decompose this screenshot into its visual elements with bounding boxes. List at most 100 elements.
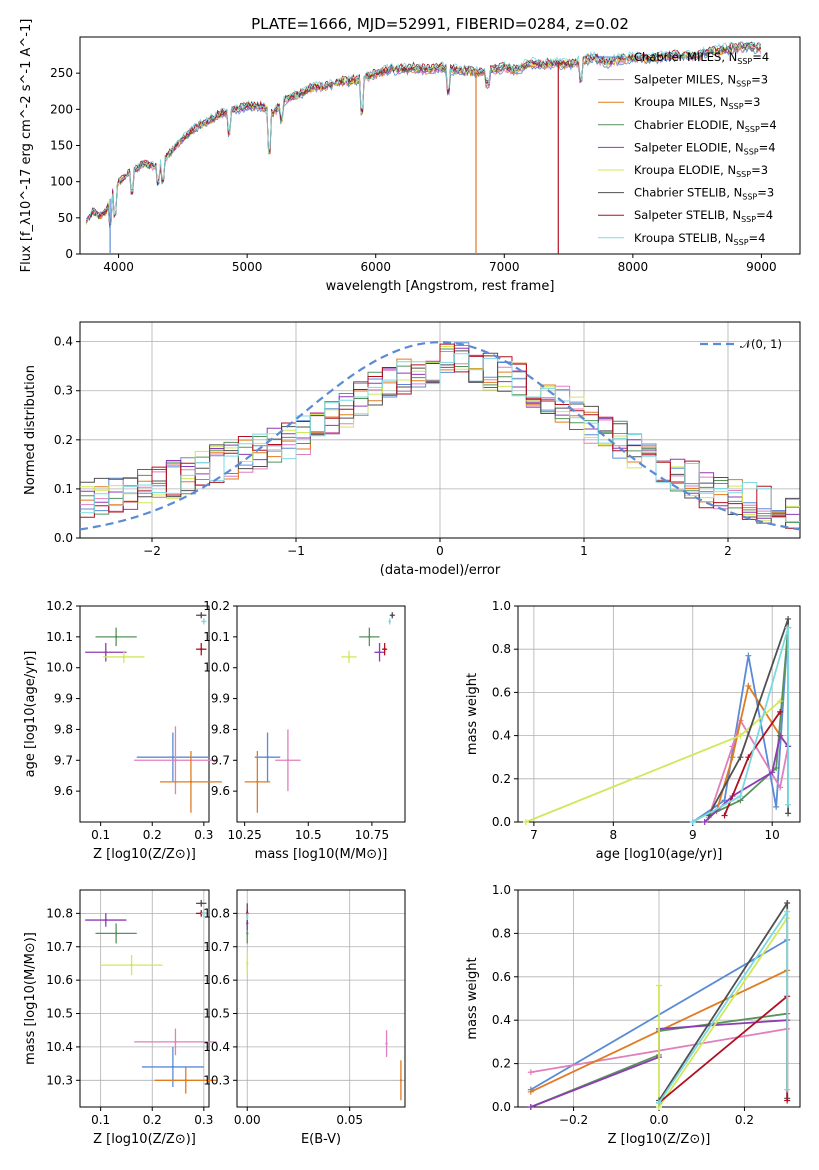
spectrum-ytick-label: 0	[65, 247, 73, 261]
residuals-ytick-label: 0.3	[54, 384, 73, 398]
weight_vs_age-xtick-label: 9	[689, 828, 697, 842]
data-point	[200, 614, 203, 617]
mass_vs_EBV-ytick-label: 10.3	[203, 1073, 230, 1087]
weight-marker	[745, 652, 752, 659]
weight-marker	[784, 900, 791, 907]
weight_vs_Z-ytick-label: 0.8	[492, 926, 511, 940]
spectrum-ylabel: Flux [f_λ10^-17 erg cm^-2 s^-1 A^-1]	[19, 19, 34, 273]
spectrum-ytick-label: 100	[50, 175, 73, 189]
mass_vs_Z-xtick-label: 0.2	[143, 1113, 162, 1127]
weight_vs_age-frame	[517, 605, 801, 823]
weight-marker	[737, 793, 744, 800]
age_vs_Z-ytick-label: 9.7	[54, 753, 73, 767]
mass_vs_Z-xtick-label: 0.3	[194, 1113, 213, 1127]
data-point	[184, 1079, 187, 1082]
mass_vs_EBV-xtick-label: 0.00	[234, 1113, 261, 1127]
data-point	[391, 614, 394, 617]
mass_vs_EBV-xlabel: E(B-V)	[301, 1132, 341, 1147]
age_vs_mass-ytick-label: 9.8	[211, 722, 230, 736]
legend-label: Chabrier STELIB, NSSP=3	[634, 186, 774, 202]
mass_vs_Z-ytick-label: 10.3	[46, 1073, 73, 1087]
weight_vs_age-xtick-label: 10	[765, 828, 780, 842]
weight_vs_Z-ylabel: mass weight	[465, 957, 480, 1039]
weight-line-chabrier-elodie	[708, 627, 789, 817]
weight-marker	[785, 615, 792, 622]
mass_vs_Z-ytick-label: 10.5	[46, 1007, 73, 1021]
data-point	[378, 651, 381, 654]
weight-marker	[721, 812, 728, 819]
weight-marker	[701, 819, 708, 825]
weight-line-kroupa-stelib	[658, 908, 789, 1104]
mass_vs_Z-frame	[79, 889, 210, 1108]
age_vs_Z-xtick-label: 0.1	[91, 828, 110, 842]
age_vs_mass-ytick-label: 10.1	[203, 630, 230, 644]
residuals-xtick-label: 2	[724, 544, 732, 558]
spectrum-ytick-label: 250	[50, 66, 73, 80]
residuals-xtick-label: 1	[580, 544, 588, 558]
residual-hist-salpeter-stelib	[80, 343, 800, 529]
weight-marker	[777, 698, 784, 705]
weight-marker	[527, 1069, 534, 1076]
data-point	[347, 655, 351, 659]
data-point	[200, 902, 203, 905]
spectrum-xtick-label: 5000	[232, 260, 263, 274]
spectrum-ytick-label: 200	[50, 102, 73, 116]
residuals-ytick-label: 0.0	[54, 531, 73, 545]
data-point	[246, 962, 249, 965]
residual-hist-kroupa-stelib	[80, 353, 800, 523]
mass_vs_EBV-ytick-label: 10.4	[203, 1040, 230, 1054]
weight_vs_age-xtick-label: 7	[530, 828, 538, 842]
age_vs_mass-frame	[236, 605, 406, 823]
weight-marker	[784, 908, 791, 915]
mass_vs_Z-ytick-label: 10.6	[46, 973, 73, 987]
spectrum-xtick-label: 4000	[103, 260, 134, 274]
spectrum-line-salpeter-elodie	[86, 42, 762, 228]
data-point	[202, 620, 206, 623]
age_vs_mass-xlabel: mass [log10(M/M⊙)]	[255, 847, 388, 862]
data-point	[266, 756, 269, 759]
weight-marker	[773, 803, 780, 810]
age_vs_Z-ytick-label: 9.8	[54, 722, 73, 736]
residuals-xtick-label: 0	[436, 544, 444, 558]
age_vs_Z-ytick-label: 10.2	[46, 599, 73, 613]
weight-marker	[689, 819, 696, 825]
weight_vs_age-xtick-label: 8	[610, 828, 618, 842]
mass_vs_EBV-ytick-label: 10.5	[203, 1007, 230, 1021]
data-point	[399, 1079, 403, 1082]
spectrum-xlabel: wavelength [Angstrom, rest frame]	[326, 279, 555, 294]
age_vs_Z-ytick-label: 9.9	[54, 692, 73, 706]
weight-marker	[777, 732, 784, 739]
age_vs_mass-ytick-label: 9.6	[211, 784, 230, 798]
data-point	[368, 635, 371, 639]
weight_vs_age-ytick-label: 0.0	[492, 815, 511, 829]
mass_vs_Z-ytick-label: 10.7	[46, 940, 73, 954]
weight-marker	[656, 982, 662, 989]
weight-marker	[769, 769, 776, 776]
weight-marker	[773, 765, 780, 771]
weight_vs_Z-ytick-label: 1.0	[492, 883, 511, 897]
data-point	[171, 1065, 175, 1069]
data-point	[104, 651, 108, 654]
data-point	[388, 620, 391, 623]
age_vs_Z-xtick-label: 0.2	[143, 828, 162, 842]
weight-marker	[785, 801, 792, 808]
age_vs_mass-xtick-label: 10.75	[355, 828, 389, 842]
mass_vs_EBV-ytick-label: 10.6	[203, 973, 230, 987]
weight-marker	[784, 1086, 791, 1093]
legend-label: Kroupa ELODIE, NSSP=3	[634, 163, 768, 179]
weight_vs_Z-ytick-label: 0.2	[492, 1057, 511, 1071]
spectrum-xtick-label: 6000	[360, 260, 391, 274]
age_vs_mass-ytick-label: 10.2	[203, 599, 230, 613]
weight-marker	[737, 732, 744, 739]
spectrum-ytick-label: 50	[58, 211, 73, 225]
spectrum-line-kroupa-stelib	[86, 40, 762, 225]
weight_vs_age-ytick-label: 0.4	[492, 729, 511, 743]
weight-line-kroupa-stelib	[692, 627, 789, 823]
mass_vs_Z-ylabel: mass [log10(M/M⊙)]	[23, 932, 38, 1065]
residuals-xtick-label: −2	[143, 544, 161, 558]
age_vs_Z-ytick-label: 9.6	[54, 784, 73, 798]
legend-label: Salpeter STELIB, NSSP=4	[634, 208, 773, 224]
legend-label: Chabrier ELODIE, NSSP=4	[634, 118, 777, 134]
weight-marker	[656, 1099, 662, 1106]
age_vs_mass-xtick-label: 10.25	[227, 828, 261, 842]
